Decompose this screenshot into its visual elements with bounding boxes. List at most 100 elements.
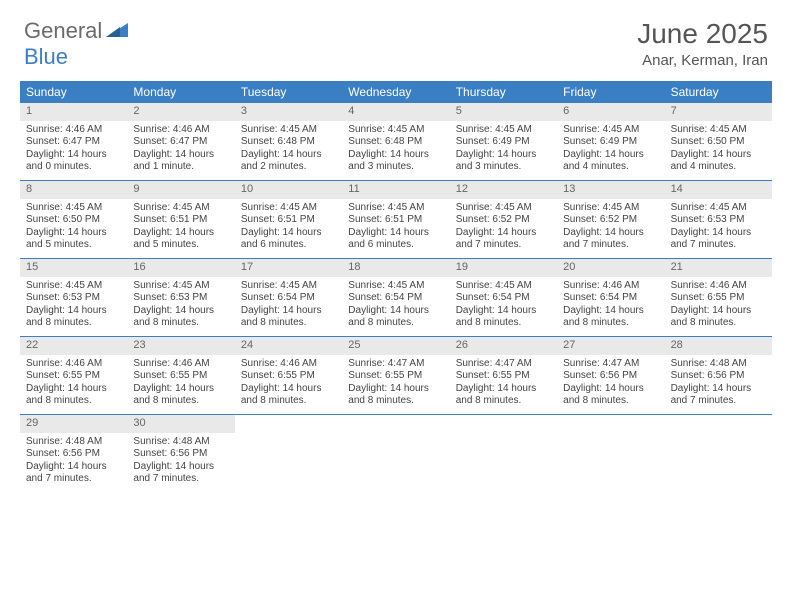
day-cell [235,415,342,493]
day-number: 1 [20,103,127,121]
day-number: 22 [20,337,127,355]
sunrise-line: Sunrise: 4:45 AM [456,202,551,215]
sunset-line: Sunset: 6:53 PM [26,292,121,305]
day-number: 21 [665,259,772,277]
day-body: Sunrise: 4:45 AMSunset: 6:48 PMDaylight:… [342,121,449,177]
day-cell: 25Sunrise: 4:47 AMSunset: 6:55 PMDayligh… [342,337,449,414]
day-number: 28 [665,337,772,355]
daylight-line: Daylight: 14 hours and 8 minutes. [348,305,443,330]
daylight-line: Daylight: 14 hours and 8 minutes. [671,305,766,330]
day-cell: 14Sunrise: 4:45 AMSunset: 6:53 PMDayligh… [665,181,772,258]
logo-blue-wrap: Blue [24,44,68,70]
day-number: 13 [557,181,664,199]
day-number: 15 [20,259,127,277]
day-body: Sunrise: 4:46 AMSunset: 6:55 PMDaylight:… [20,355,127,411]
day-body: Sunrise: 4:47 AMSunset: 6:56 PMDaylight:… [557,355,664,411]
day-body: Sunrise: 4:45 AMSunset: 6:54 PMDaylight:… [342,277,449,333]
sunrise-line: Sunrise: 4:46 AM [133,358,228,371]
day-cell: 26Sunrise: 4:47 AMSunset: 6:55 PMDayligh… [450,337,557,414]
sunrise-line: Sunrise: 4:46 AM [241,358,336,371]
sunset-line: Sunset: 6:52 PM [563,214,658,227]
sunset-line: Sunset: 6:56 PM [26,448,121,461]
day-cell: 21Sunrise: 4:46 AMSunset: 6:55 PMDayligh… [665,259,772,336]
day-cell: 30Sunrise: 4:48 AMSunset: 6:56 PMDayligh… [127,415,234,493]
sunset-line: Sunset: 6:49 PM [456,136,551,149]
day-body: Sunrise: 4:47 AMSunset: 6:55 PMDaylight:… [450,355,557,411]
day-cell [665,415,772,493]
header: General June 2025 Anar, Kerman, Iran [0,0,792,77]
sunrise-line: Sunrise: 4:45 AM [456,124,551,137]
sunset-line: Sunset: 6:55 PM [241,370,336,383]
daylight-line: Daylight: 14 hours and 8 minutes. [456,305,551,330]
day-cell: 13Sunrise: 4:45 AMSunset: 6:52 PMDayligh… [557,181,664,258]
logo-text-blue: Blue [24,44,68,69]
day-cell: 22Sunrise: 4:46 AMSunset: 6:55 PMDayligh… [20,337,127,414]
sunset-line: Sunset: 6:54 PM [241,292,336,305]
day-number: 20 [557,259,664,277]
daylight-line: Daylight: 14 hours and 8 minutes. [563,383,658,408]
sunrise-line: Sunrise: 4:45 AM [563,124,658,137]
sunset-line: Sunset: 6:55 PM [671,292,766,305]
day-number: 3 [235,103,342,121]
day-body: Sunrise: 4:48 AMSunset: 6:56 PMDaylight:… [665,355,772,411]
logo-triangle-icon [106,21,128,42]
day-number: 26 [450,337,557,355]
sunrise-line: Sunrise: 4:48 AM [133,436,228,449]
weekday-wed: Wednesday [342,81,449,103]
sunrise-line: Sunrise: 4:45 AM [563,202,658,215]
sunset-line: Sunset: 6:55 PM [26,370,121,383]
day-cell: 6Sunrise: 4:45 AMSunset: 6:49 PMDaylight… [557,103,664,180]
day-body: Sunrise: 4:45 AMSunset: 6:49 PMDaylight:… [450,121,557,177]
sunset-line: Sunset: 6:49 PM [563,136,658,149]
day-body: Sunrise: 4:45 AMSunset: 6:51 PMDaylight:… [127,199,234,255]
sunset-line: Sunset: 6:56 PM [563,370,658,383]
day-body: Sunrise: 4:45 AMSunset: 6:51 PMDaylight:… [235,199,342,255]
day-number: 27 [557,337,664,355]
sunrise-line: Sunrise: 4:45 AM [26,280,121,293]
day-number: 24 [235,337,342,355]
sunrise-line: Sunrise: 4:46 AM [133,124,228,137]
sunset-line: Sunset: 6:48 PM [348,136,443,149]
sunrise-line: Sunrise: 4:47 AM [563,358,658,371]
sunset-line: Sunset: 6:51 PM [348,214,443,227]
sunrise-line: Sunrise: 4:46 AM [26,358,121,371]
day-body: Sunrise: 4:45 AMSunset: 6:51 PMDaylight:… [342,199,449,255]
sunset-line: Sunset: 6:54 PM [348,292,443,305]
sunrise-line: Sunrise: 4:48 AM [671,358,766,371]
sunset-line: Sunset: 6:55 PM [133,370,228,383]
daylight-line: Daylight: 14 hours and 6 minutes. [241,227,336,252]
sunrise-line: Sunrise: 4:47 AM [456,358,551,371]
sunset-line: Sunset: 6:55 PM [456,370,551,383]
sunset-line: Sunset: 6:54 PM [456,292,551,305]
day-body: Sunrise: 4:45 AMSunset: 6:53 PMDaylight:… [20,277,127,333]
sunrise-line: Sunrise: 4:45 AM [133,202,228,215]
day-number: 19 [450,259,557,277]
daylight-line: Daylight: 14 hours and 4 minutes. [671,149,766,174]
day-cell: 16Sunrise: 4:45 AMSunset: 6:53 PMDayligh… [127,259,234,336]
day-body: Sunrise: 4:46 AMSunset: 6:55 PMDaylight:… [127,355,234,411]
day-number: 2 [127,103,234,121]
sunset-line: Sunset: 6:54 PM [563,292,658,305]
day-body: Sunrise: 4:47 AMSunset: 6:55 PMDaylight:… [342,355,449,411]
day-body: Sunrise: 4:48 AMSunset: 6:56 PMDaylight:… [20,433,127,489]
sunset-line: Sunset: 6:53 PM [671,214,766,227]
daylight-line: Daylight: 14 hours and 7 minutes. [133,461,228,486]
week-row: 1Sunrise: 4:46 AMSunset: 6:47 PMDaylight… [20,103,772,181]
daylight-line: Daylight: 14 hours and 8 minutes. [133,383,228,408]
week-row: 22Sunrise: 4:46 AMSunset: 6:55 PMDayligh… [20,337,772,415]
sunset-line: Sunset: 6:51 PM [241,214,336,227]
day-number: 7 [665,103,772,121]
weekday-sun: Sunday [20,81,127,103]
daylight-line: Daylight: 14 hours and 8 minutes. [26,305,121,330]
sunrise-line: Sunrise: 4:45 AM [133,280,228,293]
day-body: Sunrise: 4:45 AMSunset: 6:54 PMDaylight:… [235,277,342,333]
sunrise-line: Sunrise: 4:45 AM [671,124,766,137]
sunrise-line: Sunrise: 4:45 AM [348,202,443,215]
day-number: 8 [20,181,127,199]
logo-text-general: General [24,18,102,44]
sunrise-line: Sunrise: 4:47 AM [348,358,443,371]
day-cell: 29Sunrise: 4:48 AMSunset: 6:56 PMDayligh… [20,415,127,493]
daylight-line: Daylight: 14 hours and 7 minutes. [671,383,766,408]
day-number: 30 [127,415,234,433]
day-body: Sunrise: 4:45 AMSunset: 6:52 PMDaylight:… [557,199,664,255]
